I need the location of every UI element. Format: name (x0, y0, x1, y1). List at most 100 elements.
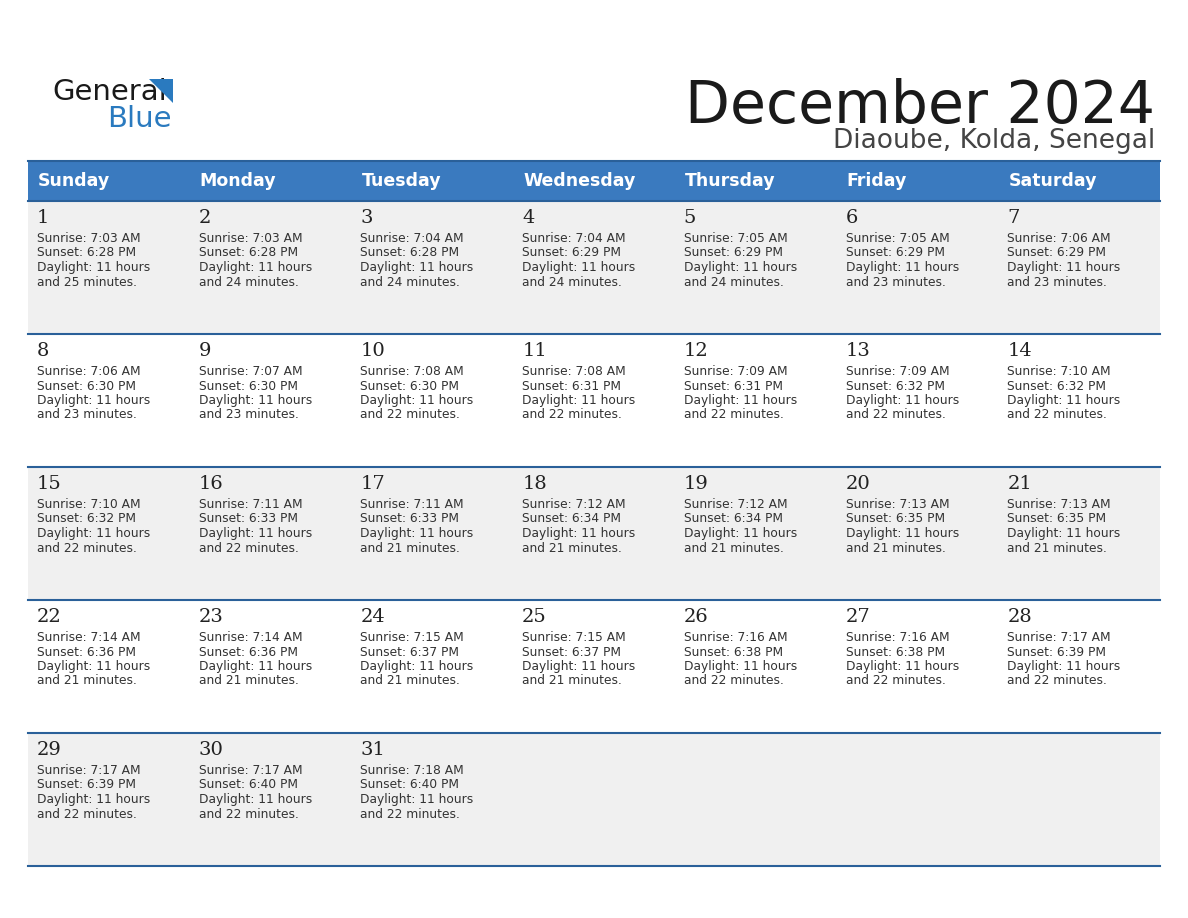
Text: 28: 28 (1007, 608, 1032, 626)
Text: Daylight: 11 hours: Daylight: 11 hours (37, 527, 150, 540)
Text: Sunrise: 7:09 AM: Sunrise: 7:09 AM (846, 365, 949, 378)
Text: Sunset: 6:35 PM: Sunset: 6:35 PM (1007, 512, 1106, 525)
Text: 1: 1 (37, 209, 50, 227)
Text: Daylight: 11 hours: Daylight: 11 hours (360, 793, 474, 806)
Text: and 25 minutes.: and 25 minutes. (37, 275, 137, 288)
Text: Sunset: 6:28 PM: Sunset: 6:28 PM (198, 247, 298, 260)
Text: and 22 minutes.: and 22 minutes. (1007, 675, 1107, 688)
Bar (29, 334, 1159, 467)
Text: Sunrise: 7:11 AM: Sunrise: 7:11 AM (360, 498, 465, 511)
Text: Sunset: 6:31 PM: Sunset: 6:31 PM (523, 379, 621, 393)
Text: 22: 22 (37, 608, 62, 626)
Text: Sunset: 6:29 PM: Sunset: 6:29 PM (523, 247, 621, 260)
Text: Sunset: 6:32 PM: Sunset: 6:32 PM (37, 512, 135, 525)
Text: and 21 minutes.: and 21 minutes. (523, 675, 623, 688)
Text: 13: 13 (846, 342, 871, 360)
Text: Sunset: 6:31 PM: Sunset: 6:31 PM (684, 379, 783, 393)
Text: Daylight: 11 hours: Daylight: 11 hours (198, 793, 312, 806)
Text: Daylight: 11 hours: Daylight: 11 hours (360, 527, 474, 540)
Text: Sunrise: 7:04 AM: Sunrise: 7:04 AM (360, 232, 465, 245)
Text: Sunset: 6:39 PM: Sunset: 6:39 PM (1007, 645, 1106, 658)
Text: and 22 minutes.: and 22 minutes. (684, 409, 784, 421)
Text: Tuesday: Tuesday (361, 172, 441, 190)
Text: 26: 26 (684, 608, 708, 626)
Text: 11: 11 (523, 342, 546, 360)
Text: and 22 minutes.: and 22 minutes. (1007, 409, 1107, 421)
Text: and 24 minutes.: and 24 minutes. (523, 275, 623, 288)
Text: and 22 minutes.: and 22 minutes. (37, 542, 137, 554)
Text: and 22 minutes.: and 22 minutes. (37, 808, 137, 821)
Text: 6: 6 (846, 209, 858, 227)
Polygon shape (148, 79, 173, 103)
Text: Sunrise: 7:16 AM: Sunrise: 7:16 AM (684, 631, 788, 644)
Text: 9: 9 (198, 342, 211, 360)
Text: Sunset: 6:38 PM: Sunset: 6:38 PM (684, 645, 783, 658)
Text: Sunset: 6:32 PM: Sunset: 6:32 PM (846, 379, 944, 393)
Text: Monday: Monday (200, 172, 277, 190)
Text: and 21 minutes.: and 21 minutes. (360, 542, 460, 554)
Text: Sunrise: 7:09 AM: Sunrise: 7:09 AM (684, 365, 788, 378)
Text: and 21 minutes.: and 21 minutes. (198, 675, 298, 688)
Text: 14: 14 (1007, 342, 1032, 360)
Text: Sunset: 6:37 PM: Sunset: 6:37 PM (360, 645, 460, 658)
Text: Sunset: 6:37 PM: Sunset: 6:37 PM (523, 645, 621, 658)
Text: 8: 8 (37, 342, 50, 360)
Text: Daylight: 11 hours: Daylight: 11 hours (684, 261, 797, 274)
Text: 30: 30 (198, 741, 223, 759)
Bar (29, 600, 1159, 733)
Text: General: General (52, 78, 166, 106)
Text: Sunset: 6:28 PM: Sunset: 6:28 PM (37, 247, 137, 260)
Text: Sunset: 6:33 PM: Sunset: 6:33 PM (198, 512, 298, 525)
Bar (29, 161, 1159, 201)
Text: 10: 10 (360, 342, 385, 360)
Text: Daylight: 11 hours: Daylight: 11 hours (684, 527, 797, 540)
Text: and 23 minutes.: and 23 minutes. (846, 275, 946, 288)
Text: Daylight: 11 hours: Daylight: 11 hours (846, 660, 959, 673)
Text: Sunset: 6:32 PM: Sunset: 6:32 PM (1007, 379, 1106, 393)
Text: Sunrise: 7:13 AM: Sunrise: 7:13 AM (846, 498, 949, 511)
Text: and 22 minutes.: and 22 minutes. (360, 409, 460, 421)
Text: 20: 20 (846, 475, 871, 493)
Text: Daylight: 11 hours: Daylight: 11 hours (1007, 660, 1120, 673)
Text: Sunset: 6:29 PM: Sunset: 6:29 PM (1007, 247, 1106, 260)
Text: Sunrise: 7:08 AM: Sunrise: 7:08 AM (360, 365, 465, 378)
Text: and 22 minutes.: and 22 minutes. (198, 808, 298, 821)
Text: Sunset: 6:33 PM: Sunset: 6:33 PM (360, 512, 460, 525)
Text: Blue: Blue (107, 105, 171, 133)
Text: 17: 17 (360, 475, 385, 493)
Text: Daylight: 11 hours: Daylight: 11 hours (198, 660, 312, 673)
Bar (29, 467, 1159, 600)
Text: Daylight: 11 hours: Daylight: 11 hours (523, 527, 636, 540)
Text: Sunset: 6:36 PM: Sunset: 6:36 PM (37, 645, 135, 658)
Text: Daylight: 11 hours: Daylight: 11 hours (1007, 394, 1120, 407)
Text: 16: 16 (198, 475, 223, 493)
Text: Sunset: 6:34 PM: Sunset: 6:34 PM (684, 512, 783, 525)
Text: Daylight: 11 hours: Daylight: 11 hours (37, 261, 150, 274)
Text: 15: 15 (37, 475, 62, 493)
Text: and 22 minutes.: and 22 minutes. (360, 808, 460, 821)
Text: Daylight: 11 hours: Daylight: 11 hours (198, 394, 312, 407)
Bar (29, 201, 1159, 334)
Text: Daylight: 11 hours: Daylight: 11 hours (198, 527, 312, 540)
Text: December 2024: December 2024 (685, 78, 1155, 135)
Text: Daylight: 11 hours: Daylight: 11 hours (37, 394, 150, 407)
Text: and 21 minutes.: and 21 minutes. (523, 542, 623, 554)
Text: Sunrise: 7:16 AM: Sunrise: 7:16 AM (846, 631, 949, 644)
Text: 21: 21 (1007, 475, 1032, 493)
Text: Daylight: 11 hours: Daylight: 11 hours (360, 261, 474, 274)
Text: and 23 minutes.: and 23 minutes. (1007, 275, 1107, 288)
Text: 27: 27 (846, 608, 871, 626)
Text: Sunrise: 7:10 AM: Sunrise: 7:10 AM (1007, 365, 1111, 378)
Text: Sunrise: 7:12 AM: Sunrise: 7:12 AM (523, 498, 626, 511)
Text: Sunrise: 7:03 AM: Sunrise: 7:03 AM (198, 232, 302, 245)
Text: Daylight: 11 hours: Daylight: 11 hours (360, 394, 474, 407)
Text: Friday: Friday (847, 172, 906, 190)
Text: and 21 minutes.: and 21 minutes. (846, 542, 946, 554)
Text: Daylight: 11 hours: Daylight: 11 hours (846, 527, 959, 540)
Text: 7: 7 (1007, 209, 1019, 227)
Text: Sunrise: 7:11 AM: Sunrise: 7:11 AM (198, 498, 302, 511)
Text: Sunset: 6:30 PM: Sunset: 6:30 PM (198, 379, 298, 393)
Text: Daylight: 11 hours: Daylight: 11 hours (198, 261, 312, 274)
Text: Sunset: 6:29 PM: Sunset: 6:29 PM (684, 247, 783, 260)
Text: Sunrise: 7:03 AM: Sunrise: 7:03 AM (37, 232, 140, 245)
